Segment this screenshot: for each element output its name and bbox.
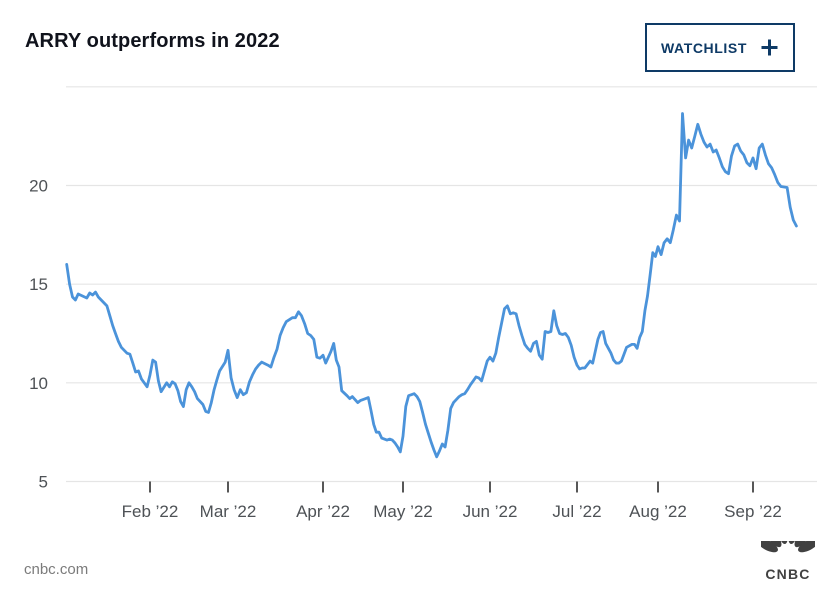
x-axis-label: Aug ’22 (629, 502, 687, 521)
watchlist-button-label: WATCHLIST (660, 39, 748, 56)
x-axis-label: Jun ’22 (463, 502, 518, 521)
x-axis-label: Mar ’22 (200, 502, 257, 521)
peacock-icon (761, 541, 815, 567)
y-axis-label: 20 (29, 177, 48, 196)
x-axis-label: Jul ’22 (552, 502, 601, 521)
price-line (65, 112, 798, 459)
y-axis-label: 5 (39, 473, 48, 492)
cnbc-logo-text: CNBC (765, 566, 811, 582)
x-axis-label: Apr ’22 (296, 502, 350, 521)
plus-icon (760, 38, 779, 57)
y-axis-label: 10 (29, 374, 48, 393)
source-credit: cnbc.com (24, 561, 89, 578)
page-title: ARRY outperforms in 2022 (25, 30, 280, 52)
y-axis-label: 15 (29, 275, 48, 294)
cnbc-logo: CNBC (757, 541, 819, 582)
x-axis-label: May ’22 (373, 502, 433, 521)
x-axis-label: Sep ’22 (724, 502, 782, 521)
watchlist-button[interactable]: WATCHLIST (645, 23, 795, 72)
x-axis-label: Feb ’22 (122, 502, 179, 521)
